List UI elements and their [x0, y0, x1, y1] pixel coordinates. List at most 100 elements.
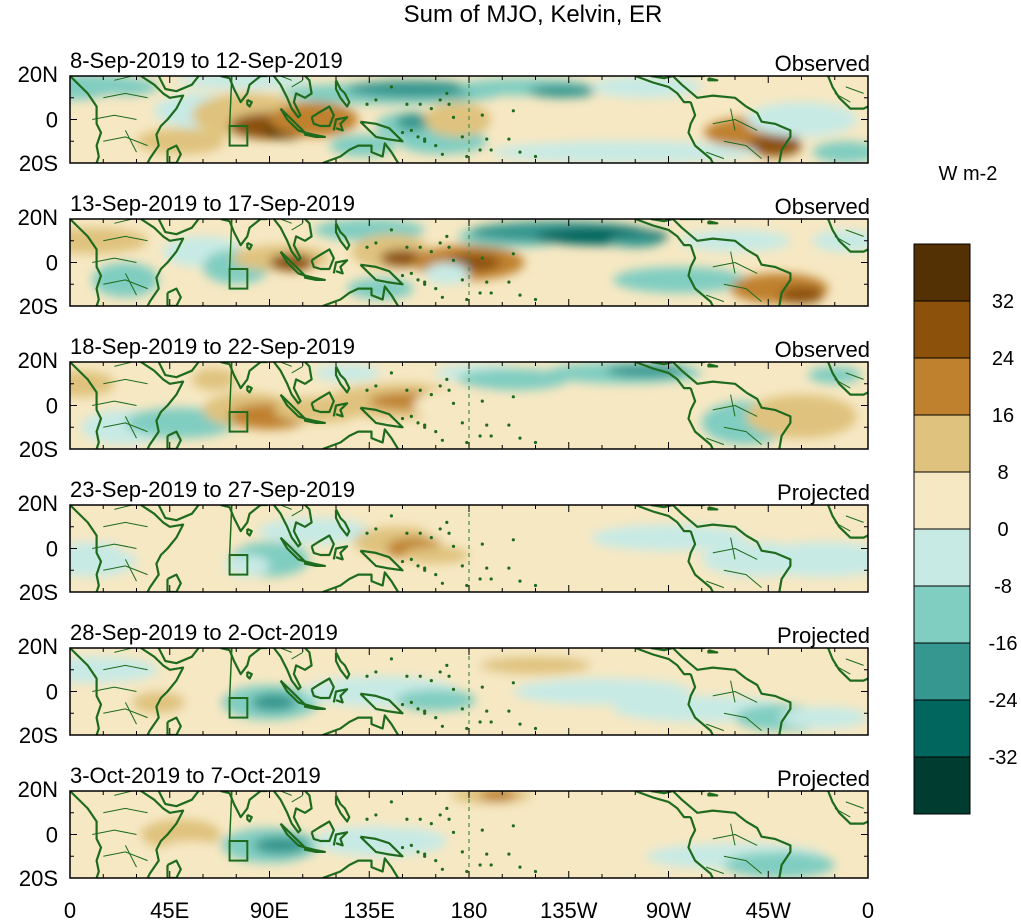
latitude-tick-label: 20N — [18, 205, 58, 230]
colorbar-segment — [913, 357, 971, 416]
colorbar-tick-label: 0 — [997, 519, 1008, 541]
colorbar-segment — [913, 243, 971, 302]
longitude-tick-label: 180 — [451, 898, 488, 923]
anomaly-blob — [480, 656, 591, 675]
anomaly-blob — [70, 541, 137, 577]
panel-status-label: Projected — [777, 623, 870, 648]
anomaly-field — [70, 362, 868, 449]
coastlines — [70, 505, 868, 592]
panel-date-range: 23-Sep-2019 to 27-Sep-2019 — [70, 477, 355, 502]
anomaly-blob — [70, 76, 159, 100]
latitude-tick-label: 20N — [18, 634, 58, 659]
latitude-tick-label: 0 — [46, 680, 58, 705]
anomaly-blob — [524, 557, 702, 584]
anomaly-blob — [779, 706, 868, 729]
anomaly-blob — [70, 227, 148, 254]
latitude-tick-label: 20N — [18, 62, 58, 87]
latitude-tick-label: 20S — [19, 723, 58, 748]
coastlines — [70, 219, 868, 306]
colorbar-units-label: W m-2 — [939, 163, 998, 185]
colorbar-tick-label: -32 — [989, 747, 1018, 769]
anomaly-blob — [395, 112, 432, 131]
anomaly-blob — [70, 656, 159, 683]
colorbar-segment — [913, 585, 971, 644]
panel-status-label: Observed — [775, 51, 870, 76]
longitude-tick-label: 0 — [862, 898, 874, 923]
anomaly-blob — [608, 234, 662, 248]
longitude-tick-label: 135E — [344, 898, 395, 923]
longitude-tick-label: 90W — [646, 898, 691, 923]
anomaly-field — [70, 648, 868, 735]
anomaly-field — [70, 219, 868, 306]
coastlines — [70, 648, 868, 735]
anomaly-blob — [313, 364, 381, 382]
anomaly-blob — [746, 102, 857, 137]
map-panel: 20N 0 20S 13-Sep-2019 to 17-Sep-2019 Observe… — [18, 191, 870, 319]
anomaly-blob — [480, 791, 516, 802]
anomaly-blob — [191, 368, 237, 391]
map-panels: 20N 0 20S 8-Sep-2019 to 12-Sep-2019 Observed… — [18, 48, 870, 891]
anomaly-blob — [251, 693, 297, 712]
panel-status-label: Observed — [775, 194, 870, 219]
anomaly-blob — [491, 141, 758, 163]
latitude-tick-label: 20S — [19, 294, 58, 319]
latitude-tick-label: 0 — [46, 394, 58, 419]
colorbar-segment — [913, 642, 971, 701]
anomaly-blob — [158, 537, 248, 573]
coastlines — [70, 362, 868, 449]
anomaly-field — [70, 76, 868, 163]
anomaly-blob — [757, 541, 868, 577]
panel-status-label: Observed — [775, 337, 870, 362]
anomaly-blob — [513, 821, 691, 848]
latitude-tick-label: 20N — [18, 491, 58, 516]
colorbar-segment — [913, 414, 971, 473]
figure-title: Sum of MJO, Kelvin, ER — [404, 1, 663, 28]
longitude-axis: 0 45E 90E 135E 180 135W 90W 45W 0 — [64, 898, 874, 923]
panel-status-label: Projected — [777, 480, 870, 505]
anomaly-blob — [424, 102, 492, 137]
anomaly-blob — [590, 524, 747, 551]
anomaly-blob — [528, 84, 596, 98]
longitude-tick-label: 90E — [250, 898, 289, 923]
anomaly-blob — [87, 95, 141, 122]
panel-date-range: 3-Oct-2019 to 7-Oct-2019 — [70, 763, 321, 788]
colorbar-tick-label: -24 — [989, 690, 1018, 712]
anomaly-blob — [812, 141, 868, 163]
anomaly-blob — [70, 370, 115, 397]
reference-box — [228, 554, 249, 576]
anomaly-blob — [613, 266, 747, 293]
reference-box — [228, 697, 249, 719]
reference-box — [228, 125, 249, 147]
anomaly-blob — [136, 128, 226, 155]
colorbar-tick-label: -8 — [994, 576, 1012, 598]
latitude-tick-label: 0 — [46, 108, 58, 133]
colorbar-segment — [913, 756, 971, 815]
latitude-tick-label: 0 — [46, 537, 58, 562]
longitude-tick-label: 45E — [150, 898, 189, 923]
panel-date-range: 8-Sep-2019 to 12-Sep-2019 — [70, 48, 343, 73]
map-panel: 20N 0 20S 3-Oct-2019 to 7-Oct-2019 Projected — [18, 763, 870, 891]
colorbar-segment — [913, 699, 971, 758]
latitude-tick-label: 0 — [46, 823, 58, 848]
panel-date-range: 28-Sep-2019 to 2-Oct-2019 — [70, 620, 338, 645]
anomaly-blob — [606, 364, 687, 378]
colorbar-tick-label: 24 — [992, 348, 1014, 370]
map-panel: 20N 0 20S 23-Sep-2019 to 27-Sep-2019 Project… — [18, 477, 870, 605]
anomaly-blob — [413, 388, 503, 423]
anomaly-blob — [395, 689, 476, 712]
reference-box — [228, 411, 249, 433]
colorbar-tick-label: 16 — [992, 405, 1014, 427]
map-panel: 20N 0 20S 28-Sep-2019 to 2-Oct-2019 Projecte… — [18, 620, 870, 748]
latitude-tick-label: 20S — [19, 580, 58, 605]
latitude-tick-label: 20S — [19, 866, 58, 891]
anomaly-blob — [790, 799, 868, 826]
anomaly-blob — [763, 860, 818, 878]
colorbar-tick-label: 8 — [997, 462, 1008, 484]
colorbar-segment — [913, 528, 971, 587]
anomaly-blob — [590, 76, 702, 98]
anomaly-blob — [258, 518, 370, 545]
panel-date-range: 13-Sep-2019 to 17-Sep-2019 — [70, 191, 355, 216]
coastlines — [70, 791, 868, 878]
reference-box — [228, 840, 249, 862]
map-panel: 20N 0 20S 18-Sep-2019 to 22-Sep-2019 Observe… — [18, 334, 870, 462]
